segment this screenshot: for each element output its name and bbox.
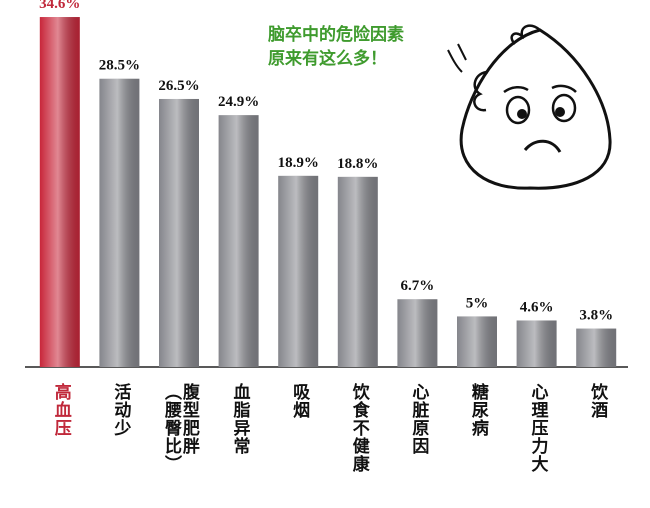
value-label: 4.6% <box>520 299 554 315</box>
value-label: 28.5% <box>99 58 140 74</box>
bar-shine <box>516 320 557 367</box>
annotation: 原来有这么多！ <box>268 48 387 69</box>
x-tick-label: 高血压 <box>50 383 71 437</box>
cartoon-face <box>447 24 612 190</box>
bar-shine <box>39 17 80 367</box>
x-tick-label: 心理压力大 <box>527 383 548 473</box>
annotation: 脑卒中的危险因素 <box>268 24 404 45</box>
x-tick-label: 活动少 <box>110 383 131 437</box>
x-tick-label: 心脏原因 <box>408 383 429 455</box>
x-tick-label: 腹型肥胖 （腰臀比） <box>161 383 199 473</box>
value-label: 18.8% <box>337 156 378 172</box>
x-tick-label: 糖尿病 <box>467 383 488 437</box>
x-tick-label: 饮酒 <box>587 383 608 419</box>
x-tick-label: 吸烟 <box>289 383 310 419</box>
value-label: 24.9% <box>218 94 259 110</box>
value-label: 26.5% <box>158 78 199 94</box>
value-label: 34.6% <box>39 0 80 12</box>
bar-shine <box>159 98 199 367</box>
x-tick-label: 饮食不健康 <box>348 383 369 473</box>
value-label: 5% <box>466 295 489 311</box>
bar-shine <box>457 316 497 367</box>
bar-shine <box>397 299 438 367</box>
bar-shine <box>337 176 378 367</box>
value-label: 18.9% <box>278 155 319 171</box>
bar-shine <box>218 115 259 367</box>
bar-shine <box>278 175 319 367</box>
x-tick-label: 血脂异常 <box>229 383 250 455</box>
value-label: 6.7% <box>401 278 435 294</box>
bar-shine <box>576 328 617 367</box>
value-label: 3.8% <box>579 308 613 324</box>
bar-shine <box>99 78 140 367</box>
